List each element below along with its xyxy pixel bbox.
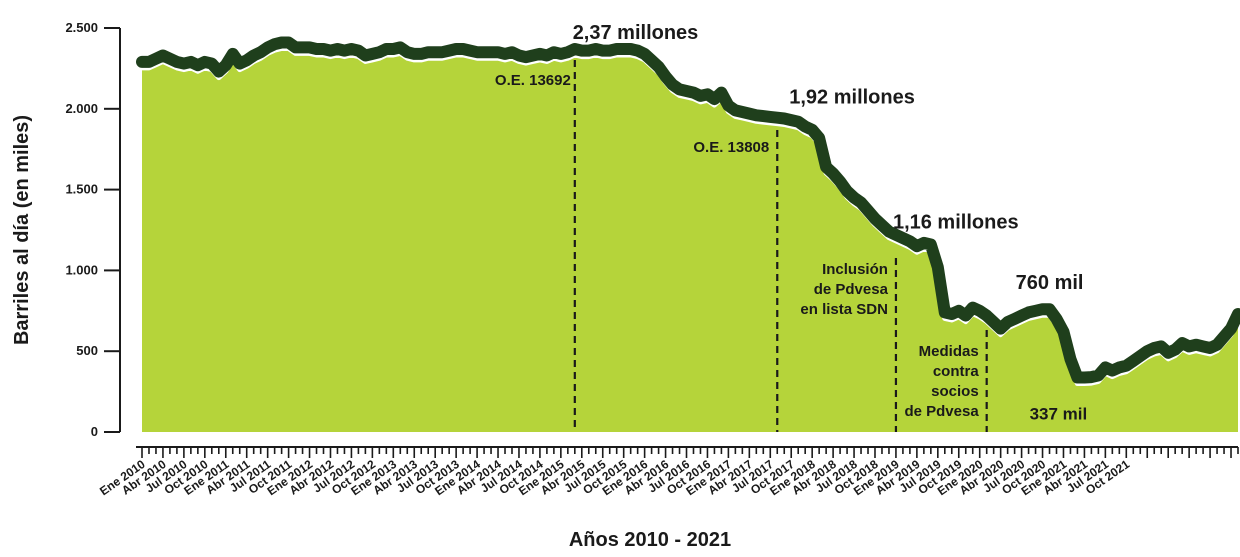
value-annotation: 760 mil: [1016, 272, 1084, 294]
y-axis-label: Barriles al día (en miles): [11, 115, 33, 345]
value-annotations: 2,37 millones 1,92 millones 1,16 millones 7…: [573, 22, 1088, 424]
y-tick-label: 2.000: [65, 101, 98, 116]
x-axis-label: Años 2010 - 2021: [569, 529, 731, 551]
event-label: de Pdvesa: [904, 403, 979, 420]
value-annotation: 2,37 millones: [573, 22, 699, 44]
y-tick-label: 1.000: [65, 262, 98, 277]
event-label: Medidas: [919, 343, 979, 360]
y-ticks: 0 500 1.000 1.500 2.000 2.500: [65, 20, 120, 439]
event-label: en lista SDN: [800, 301, 888, 318]
value-annotation: 1,16 millones: [893, 212, 1019, 234]
event-label: O.E. 13808: [693, 139, 769, 156]
y-tick-label: 500: [76, 343, 98, 358]
area-layer: [136, 36, 1240, 432]
y-tick-label: 2.500: [65, 20, 98, 35]
y-tick-label: 0: [91, 424, 98, 439]
event-label: contra: [933, 363, 980, 380]
value-annotation: 337 mil: [1030, 405, 1088, 424]
production-area: [142, 42, 1238, 432]
event-label: de Pdvesa: [814, 281, 889, 298]
y-tick-label: 1.500: [65, 182, 98, 197]
event-label: Inclusión: [822, 261, 888, 278]
event-label: socios: [931, 383, 979, 400]
event-label: O.E. 13692: [495, 72, 571, 89]
series-line: [136, 36, 1240, 384]
event-markers: O.E. 13692 O.E. 13808 Inclusión de Pdvesa en…: [495, 60, 988, 432]
value-annotation: 1,92 millones: [789, 87, 915, 109]
